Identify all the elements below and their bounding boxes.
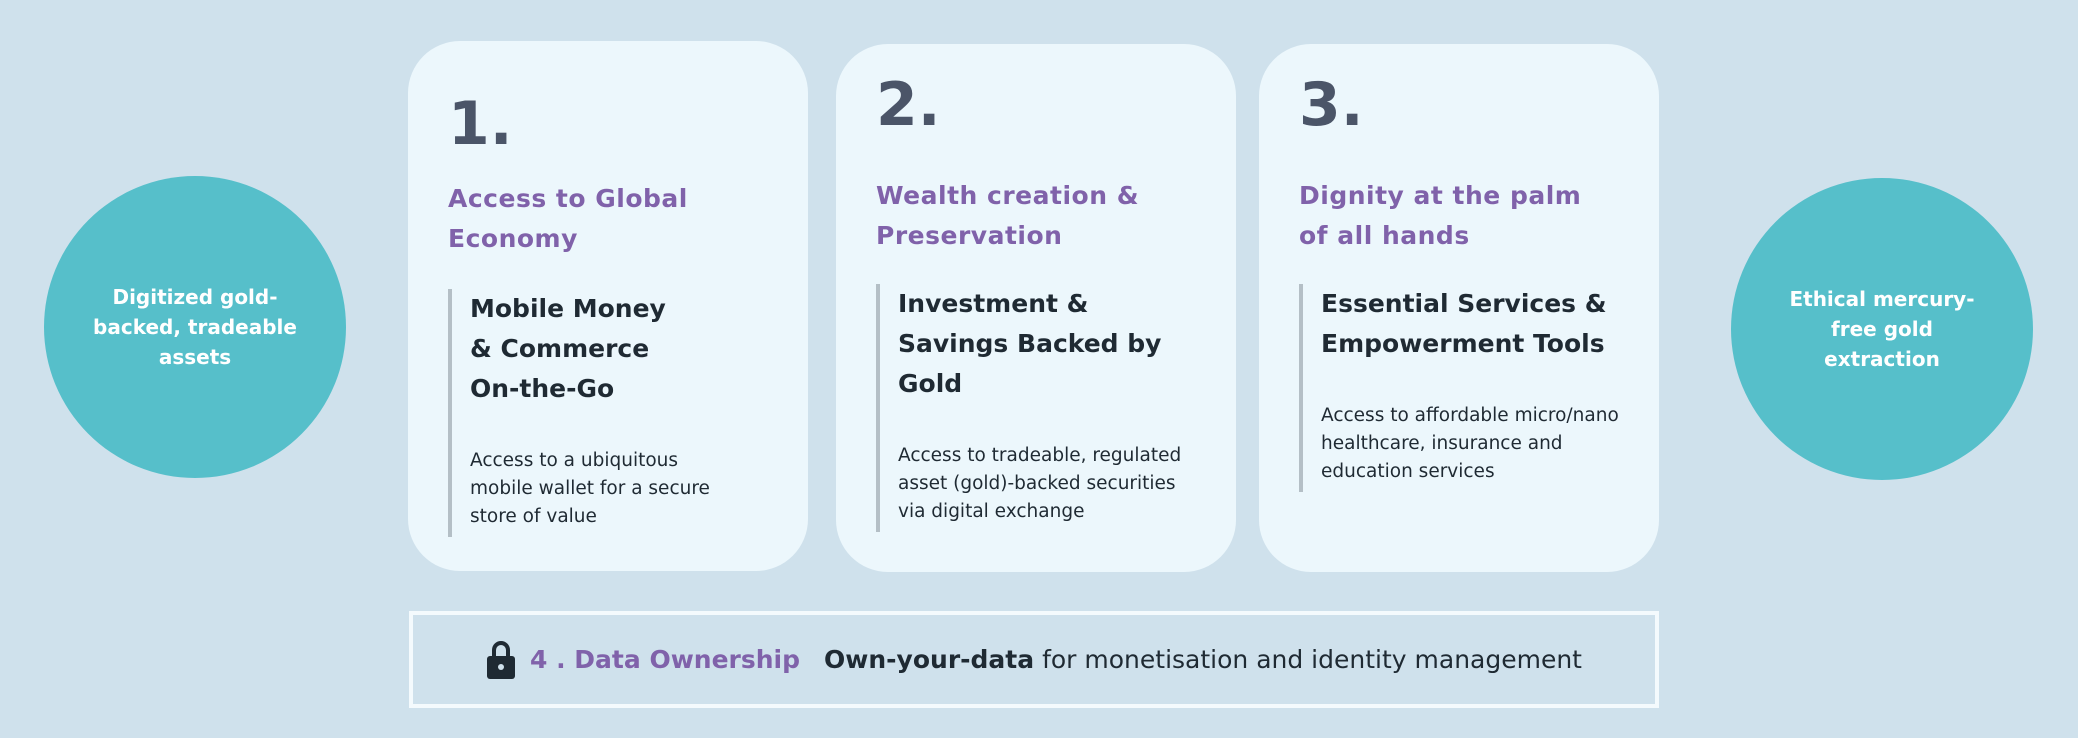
banner-title: 4 . Data Ownership (530, 645, 801, 674)
card-subtitle: Investment & Savings Backed by Gold (898, 289, 1162, 398)
card-1: 1. Access to Global Economy Mobile Money… (408, 41, 808, 571)
left-circle-text: Digitized gold-backed, tradeable assets (93, 285, 297, 369)
lock-icon (487, 640, 515, 679)
card-detail: Essential Services & Empowerment Tools A… (1299, 284, 1619, 492)
card-2: 2. Wealth creation & Preservation Invest… (836, 44, 1236, 572)
card-title: Access to Global Economy (448, 184, 688, 253)
card-title: Wealth creation & Preservation (876, 181, 1140, 250)
card-title: Dignity at the palm of all hands (1299, 181, 1582, 250)
card-number: 1. (448, 89, 513, 159)
card-number: 3. (1299, 70, 1364, 140)
card-detail: Mobile Money & Commerce On-the-Go Access… (448, 289, 768, 537)
banner-emphasis: Own-your-data (824, 645, 1035, 674)
card-body: Access to a ubiquitous mobile wallet for… (470, 450, 710, 527)
card-subtitle: Essential Services & Empowerment Tools (1321, 289, 1607, 358)
banner-text: Own-your-data for monetisation and ident… (824, 645, 1582, 674)
card-body: Access to affordable micro/nano healthca… (1321, 405, 1619, 482)
right-circle: Ethical mercury-free gold extraction (1731, 178, 2033, 480)
card-subtitle: Mobile Money & Commerce On-the-Go (470, 294, 666, 403)
banner-description: for monetisation and identity management (1042, 645, 1582, 674)
card-detail: Investment & Savings Backed by Gold Acce… (876, 284, 1196, 532)
data-ownership-banner: 4 . Data Ownership Own-your-data for mon… (409, 611, 1659, 708)
card-body: Access to tradeable, regulated asset (go… (898, 445, 1182, 522)
card-3: 3. Dignity at the palm of all hands Esse… (1259, 44, 1659, 572)
card-number: 2. (876, 70, 941, 140)
left-circle: Digitized gold-backed, tradeable assets (44, 176, 346, 478)
right-circle-text: Ethical mercury-free gold extraction (1789, 287, 1975, 371)
